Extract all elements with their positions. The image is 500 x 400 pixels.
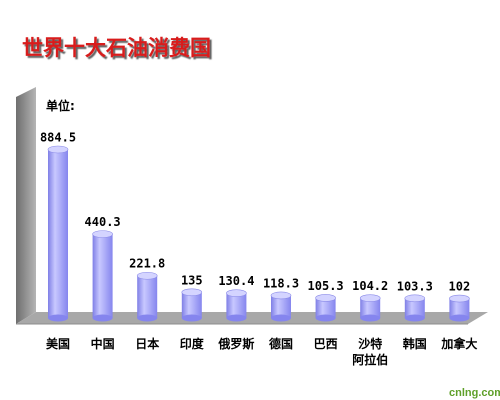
footer-text: cnlng.com (449, 387, 500, 399)
bar-9 (449, 298, 470, 318)
bar-1 (92, 234, 113, 318)
bar-top-1 (92, 230, 113, 238)
bar-7 (360, 298, 381, 318)
bars-group (47, 145, 470, 322)
bar-0 (48, 149, 68, 318)
bar-top-3 (181, 288, 203, 297)
unit-label: 单位: (46, 98, 75, 113)
category-label-1: 中国 (91, 336, 115, 351)
value-label-9: 102 (449, 280, 471, 294)
bar-base-5 (271, 314, 291, 322)
bar-5 (271, 295, 291, 318)
value-label-0: 884.5 (40, 131, 76, 145)
bar-top-4 (226, 289, 247, 297)
bar-top-2 (136, 271, 158, 280)
bar-4 (226, 293, 247, 318)
category-label-9: 加拿大 (440, 336, 477, 351)
bar-top-9 (449, 294, 470, 303)
bar-base-7 (360, 314, 381, 322)
bar-6 (315, 297, 336, 318)
value-label-6: 105.3 (308, 279, 344, 293)
bar-base-4 (226, 314, 247, 322)
category-label-5: 德国 (269, 336, 293, 351)
value-label-7: 104.2 (352, 279, 388, 293)
bar-base-8 (404, 314, 425, 322)
bar-top-6 (315, 294, 336, 302)
bar-top-5 (270, 291, 292, 300)
chart-title: 世界十大石油消费国 (22, 36, 211, 60)
bar-3 (181, 292, 202, 318)
category-label-6: 巴西 (314, 337, 338, 351)
category-label-4: 俄罗斯 (217, 336, 254, 351)
category-label-8: 韩国 (403, 336, 427, 351)
value-label-3: 135 (181, 273, 203, 287)
bar-base-2 (137, 314, 158, 322)
value-label-8: 103.3 (397, 279, 433, 293)
bar-8 (404, 298, 425, 318)
category-label-7: 沙特阿拉伯 (352, 336, 388, 367)
bar-base-0 (48, 314, 68, 322)
bar-top-7 (359, 294, 381, 302)
value-label-1: 440.3 (85, 215, 121, 229)
category-label-2: 日本 (135, 336, 159, 351)
value-label-4: 130.4 (218, 274, 254, 288)
category-label-3: 印度 (180, 336, 205, 351)
bar-top-0 (47, 145, 69, 154)
bar-base-3 (181, 314, 202, 322)
value-label-2: 221.8 (129, 257, 165, 271)
bar-base-6 (315, 314, 336, 322)
bar-top-8 (404, 294, 426, 303)
bar-base-1 (92, 314, 113, 322)
axis-wall (16, 87, 36, 324)
bar-2 (137, 275, 158, 318)
value-labels-group: 884.5 440.3 221.8 135 130.4 118.3 105.3 104.2 10… (40, 131, 470, 294)
category-label-0: 美国 (46, 336, 70, 351)
bar-base-9 (449, 314, 470, 322)
value-label-5: 118.3 (263, 276, 299, 290)
